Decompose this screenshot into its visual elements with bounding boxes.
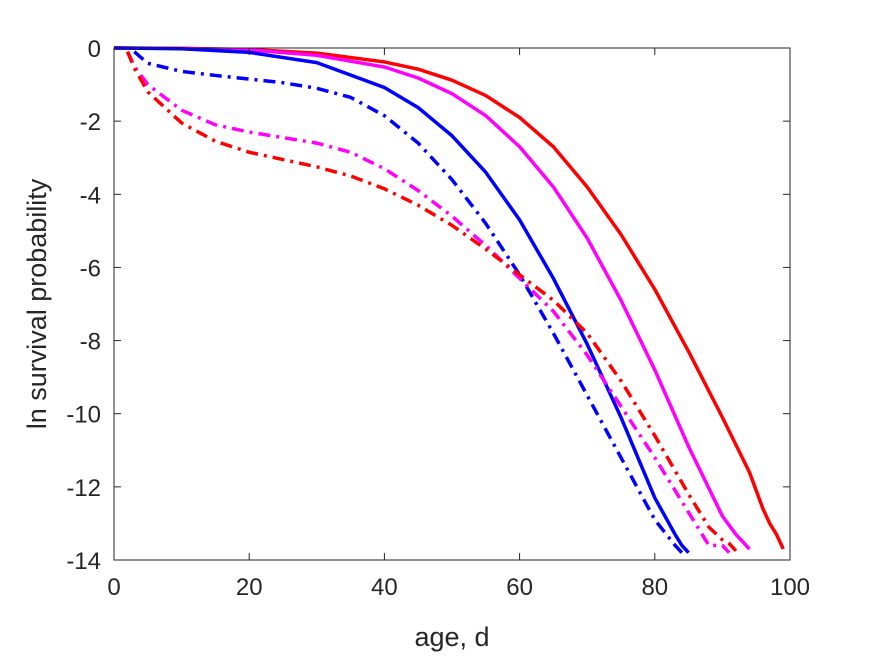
x-axis-label: age, d	[414, 622, 489, 652]
x-tick-label: 60	[506, 574, 533, 601]
x-tick-label: 20	[236, 574, 263, 601]
y-tick-label: -8	[80, 329, 101, 356]
x-tick-label: 100	[770, 574, 810, 601]
x-tick-label: 80	[641, 574, 668, 601]
y-tick-label: -14	[66, 548, 101, 575]
series-line-4-dashdot	[133, 50, 684, 554]
x-tick-label: 0	[107, 574, 120, 601]
series-line-2-solid	[113, 46, 751, 551]
series-line-3-solid	[113, 46, 690, 554]
ticks-layer: 0 20 40 60 80 100 0 -2 -4 -6 -8 -10 -12 -14	[66, 36, 810, 601]
plot-frame	[113, 47, 791, 561]
y-axis-label: ln survival probability	[22, 178, 52, 429]
y-tick-label: -4	[80, 182, 101, 209]
series-line-6-dashdot	[125, 50, 738, 553]
y-tick-label: 0	[88, 36, 101, 63]
series-layer	[113, 46, 785, 554]
y-tick-label: -6	[80, 255, 101, 282]
y-tick-label: -10	[66, 402, 101, 429]
series-line-1-solid	[113, 46, 785, 550]
series-line-5-dashdot	[125, 50, 731, 554]
y-tick-label: -2	[80, 109, 101, 136]
y-tick-label: -12	[66, 475, 101, 502]
x-tick-label: 40	[371, 574, 398, 601]
